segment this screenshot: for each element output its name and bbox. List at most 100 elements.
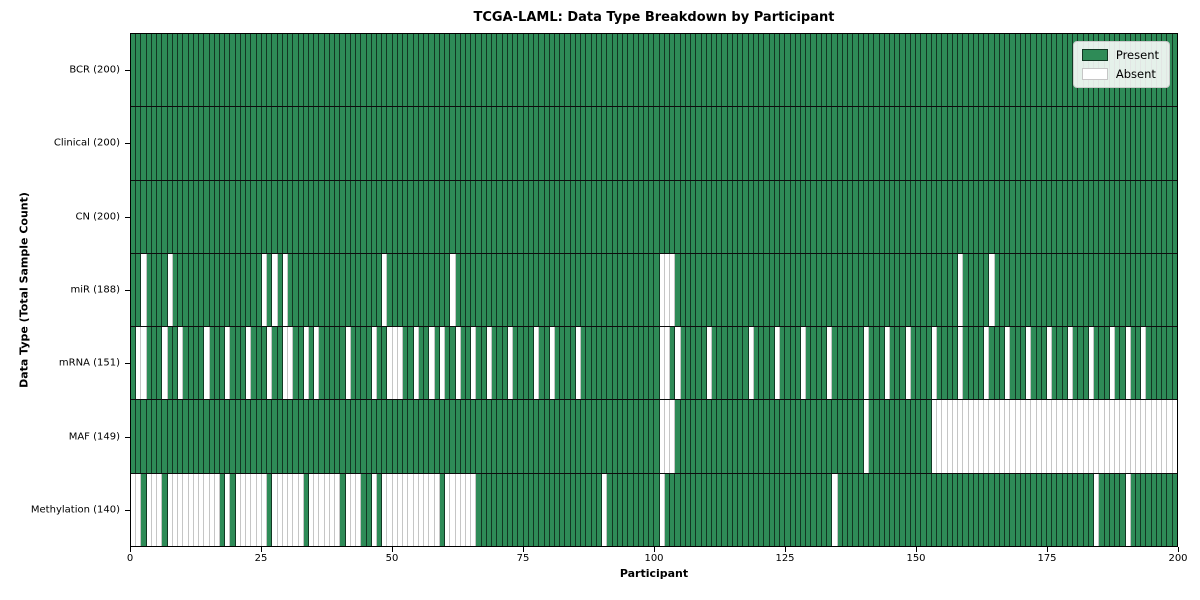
cell-BCR-31 <box>293 34 299 107</box>
cell-mRNA-194 <box>1146 327 1152 400</box>
cell-BCR-21 <box>240 34 247 107</box>
cell-mRNA-156 <box>947 327 953 400</box>
cell-Methylation-140 <box>863 473 870 546</box>
cell-BCR-28 <box>277 34 283 107</box>
cell-Clinical-94 <box>623 107 629 180</box>
cell-miR-126 <box>790 253 796 327</box>
cell-miR-51 <box>397 253 404 327</box>
cell-mRNA-170 <box>1020 327 1027 400</box>
cell-mRNA-30 <box>288 327 294 400</box>
cell-miR-167 <box>1005 253 1011 327</box>
cell-mRNA-6 <box>162 327 168 400</box>
cell-BCR-136 <box>842 34 849 107</box>
cell-MAF-136 <box>842 400 849 473</box>
cell-MAF-171 <box>1026 400 1032 473</box>
cell-miR-107 <box>691 253 697 327</box>
cell-BCR-163 <box>984 34 990 107</box>
cell-CN-7 <box>167 180 173 253</box>
cell-BCR-74 <box>518 34 524 107</box>
cell-mRNA-130 <box>811 327 817 400</box>
cell-mRNA-198 <box>1167 327 1173 400</box>
cell-MAF-38 <box>329 400 336 473</box>
cell-Methylation-99 <box>649 473 655 546</box>
cell-BCR-150 <box>916 34 922 107</box>
cell-CN-176 <box>1052 180 1058 253</box>
cell-Clinical-90 <box>602 107 608 180</box>
cell-Methylation-31 <box>293 473 299 546</box>
cell-BCR-49 <box>387 34 393 107</box>
cell-BCR-25 <box>261 34 268 107</box>
cell-CN-30 <box>288 180 294 253</box>
cell-Clinical-31 <box>293 107 299 180</box>
cell-BCR-52 <box>403 34 409 107</box>
cell-MAF-154 <box>937 400 943 473</box>
heatmap-row-Methylation <box>131 473 1177 546</box>
y-tick-label-miR: miR (188) <box>70 284 120 296</box>
cell-miR-18 <box>225 253 231 327</box>
cell-CN-191 <box>1130 180 1136 253</box>
cell-MAF-142 <box>874 400 880 473</box>
cell-Clinical-156 <box>947 107 953 180</box>
cell-mRNA-151 <box>921 327 927 400</box>
cell-CN-83 <box>565 180 571 253</box>
cell-BCR-127 <box>795 34 801 107</box>
cell-MAF-178 <box>1062 400 1068 473</box>
cell-MAF-174 <box>1041 400 1048 473</box>
cell-miR-129 <box>806 253 812 327</box>
cell-miR-9 <box>178 253 184 327</box>
cell-CN-91 <box>607 180 613 253</box>
cell-Methylation-104 <box>675 473 681 546</box>
cell-Clinical-8 <box>172 107 179 180</box>
cell-MAF-105 <box>680 400 686 473</box>
cell-Methylation-46 <box>371 473 378 546</box>
cell-mRNA-114 <box>727 327 733 400</box>
cell-CN-62 <box>455 180 461 253</box>
cell-CN-42 <box>350 180 357 253</box>
cell-Methylation-2 <box>141 473 147 546</box>
cell-MAF-34 <box>308 400 315 473</box>
cell-MAF-169 <box>1015 400 1021 473</box>
cell-mRNA-18 <box>225 327 231 400</box>
cell-BCR-92 <box>612 34 618 107</box>
cell-CN-33 <box>303 180 309 253</box>
cell-miR-118 <box>748 253 754 327</box>
cell-miR-94 <box>623 253 629 327</box>
cell-miR-144 <box>884 253 890 327</box>
cell-MAF-36 <box>319 400 325 473</box>
cell-Clinical-43 <box>356 107 362 180</box>
cell-miR-15 <box>209 253 215 327</box>
cell-Clinical-67 <box>481 107 487 180</box>
cell-mRNA-92 <box>612 327 618 400</box>
cell-MAF-147 <box>900 400 906 473</box>
cell-CN-80 <box>549 180 555 253</box>
y-tick-label-Clinical: Clinical (200) <box>53 137 120 149</box>
cell-Methylation-127 <box>795 473 801 546</box>
x-tick-mark <box>654 547 655 552</box>
cell-MAF-133 <box>827 400 833 473</box>
cell-miR-54 <box>413 253 419 327</box>
cell-miR-92 <box>612 253 618 327</box>
cell-MAF-104 <box>675 400 681 473</box>
cell-BCR-171 <box>1026 34 1032 107</box>
cell-MAF-149 <box>910 400 917 473</box>
cell-Clinical-63 <box>460 107 466 180</box>
cell-miR-60 <box>445 253 451 327</box>
cell-mRNA-100 <box>654 327 660 400</box>
cell-mRNA-167 <box>1005 327 1011 400</box>
cell-miR-31 <box>293 253 299 327</box>
cell-MAF-11 <box>188 400 194 473</box>
cell-mRNA-68 <box>486 327 493 400</box>
cell-Clinical-152 <box>926 107 932 180</box>
cell-mRNA-138 <box>853 327 859 400</box>
cell-MAF-79 <box>544 400 550 473</box>
cell-CN-117 <box>743 180 749 253</box>
cell-miR-170 <box>1020 253 1027 327</box>
cell-mRNA-186 <box>1104 327 1110 400</box>
cell-MAF-145 <box>889 400 896 473</box>
cell-MAF-76 <box>528 400 535 473</box>
cell-mRNA-149 <box>910 327 917 400</box>
cell-miR-131 <box>816 253 822 327</box>
cell-BCR-66 <box>476 34 482 107</box>
cell-CN-4 <box>151 180 158 253</box>
